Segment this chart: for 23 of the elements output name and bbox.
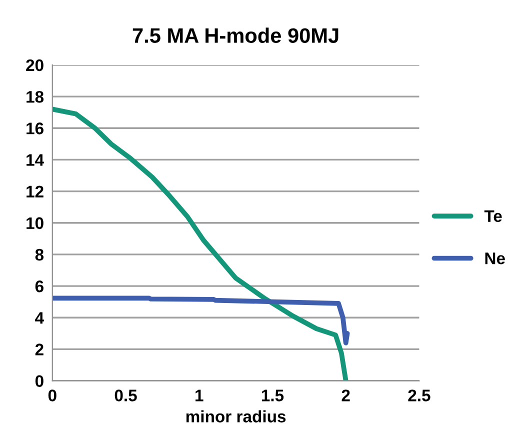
chart-title: 7.5 MA H-mode 90MJ [132,28,338,43]
legend-label: Ne [485,252,505,264]
x-tick-label: 0.5 [114,390,137,402]
y-tick-label: 8 [35,248,44,261]
x-tick-label: 1.5 [262,390,284,402]
y-tick-label: 0 [35,375,44,388]
y-tick-label: 4 [35,312,44,324]
y-tick-label: 12 [26,186,44,198]
x-tick-label: 1 [196,390,204,402]
line-series [52,296,350,346]
legend-label: Te [484,210,502,222]
x-tick-label: 0 [48,390,56,402]
y-tick-label: 18 [26,90,44,103]
x-tick-label: 2.5 [408,390,430,402]
y-tick-label: 10 [26,217,44,230]
y-tick-label: 2 [35,344,44,356]
x-tick-label: 2 [342,390,350,402]
y-tick-label: 16 [26,122,44,134]
x-axis-title: minor radius [186,410,286,422]
y-tick-label: 14 [26,154,44,166]
y-tick-label: 6 [35,280,44,292]
y-tick-label: 20 [26,59,44,72]
line-series [52,106,348,381]
